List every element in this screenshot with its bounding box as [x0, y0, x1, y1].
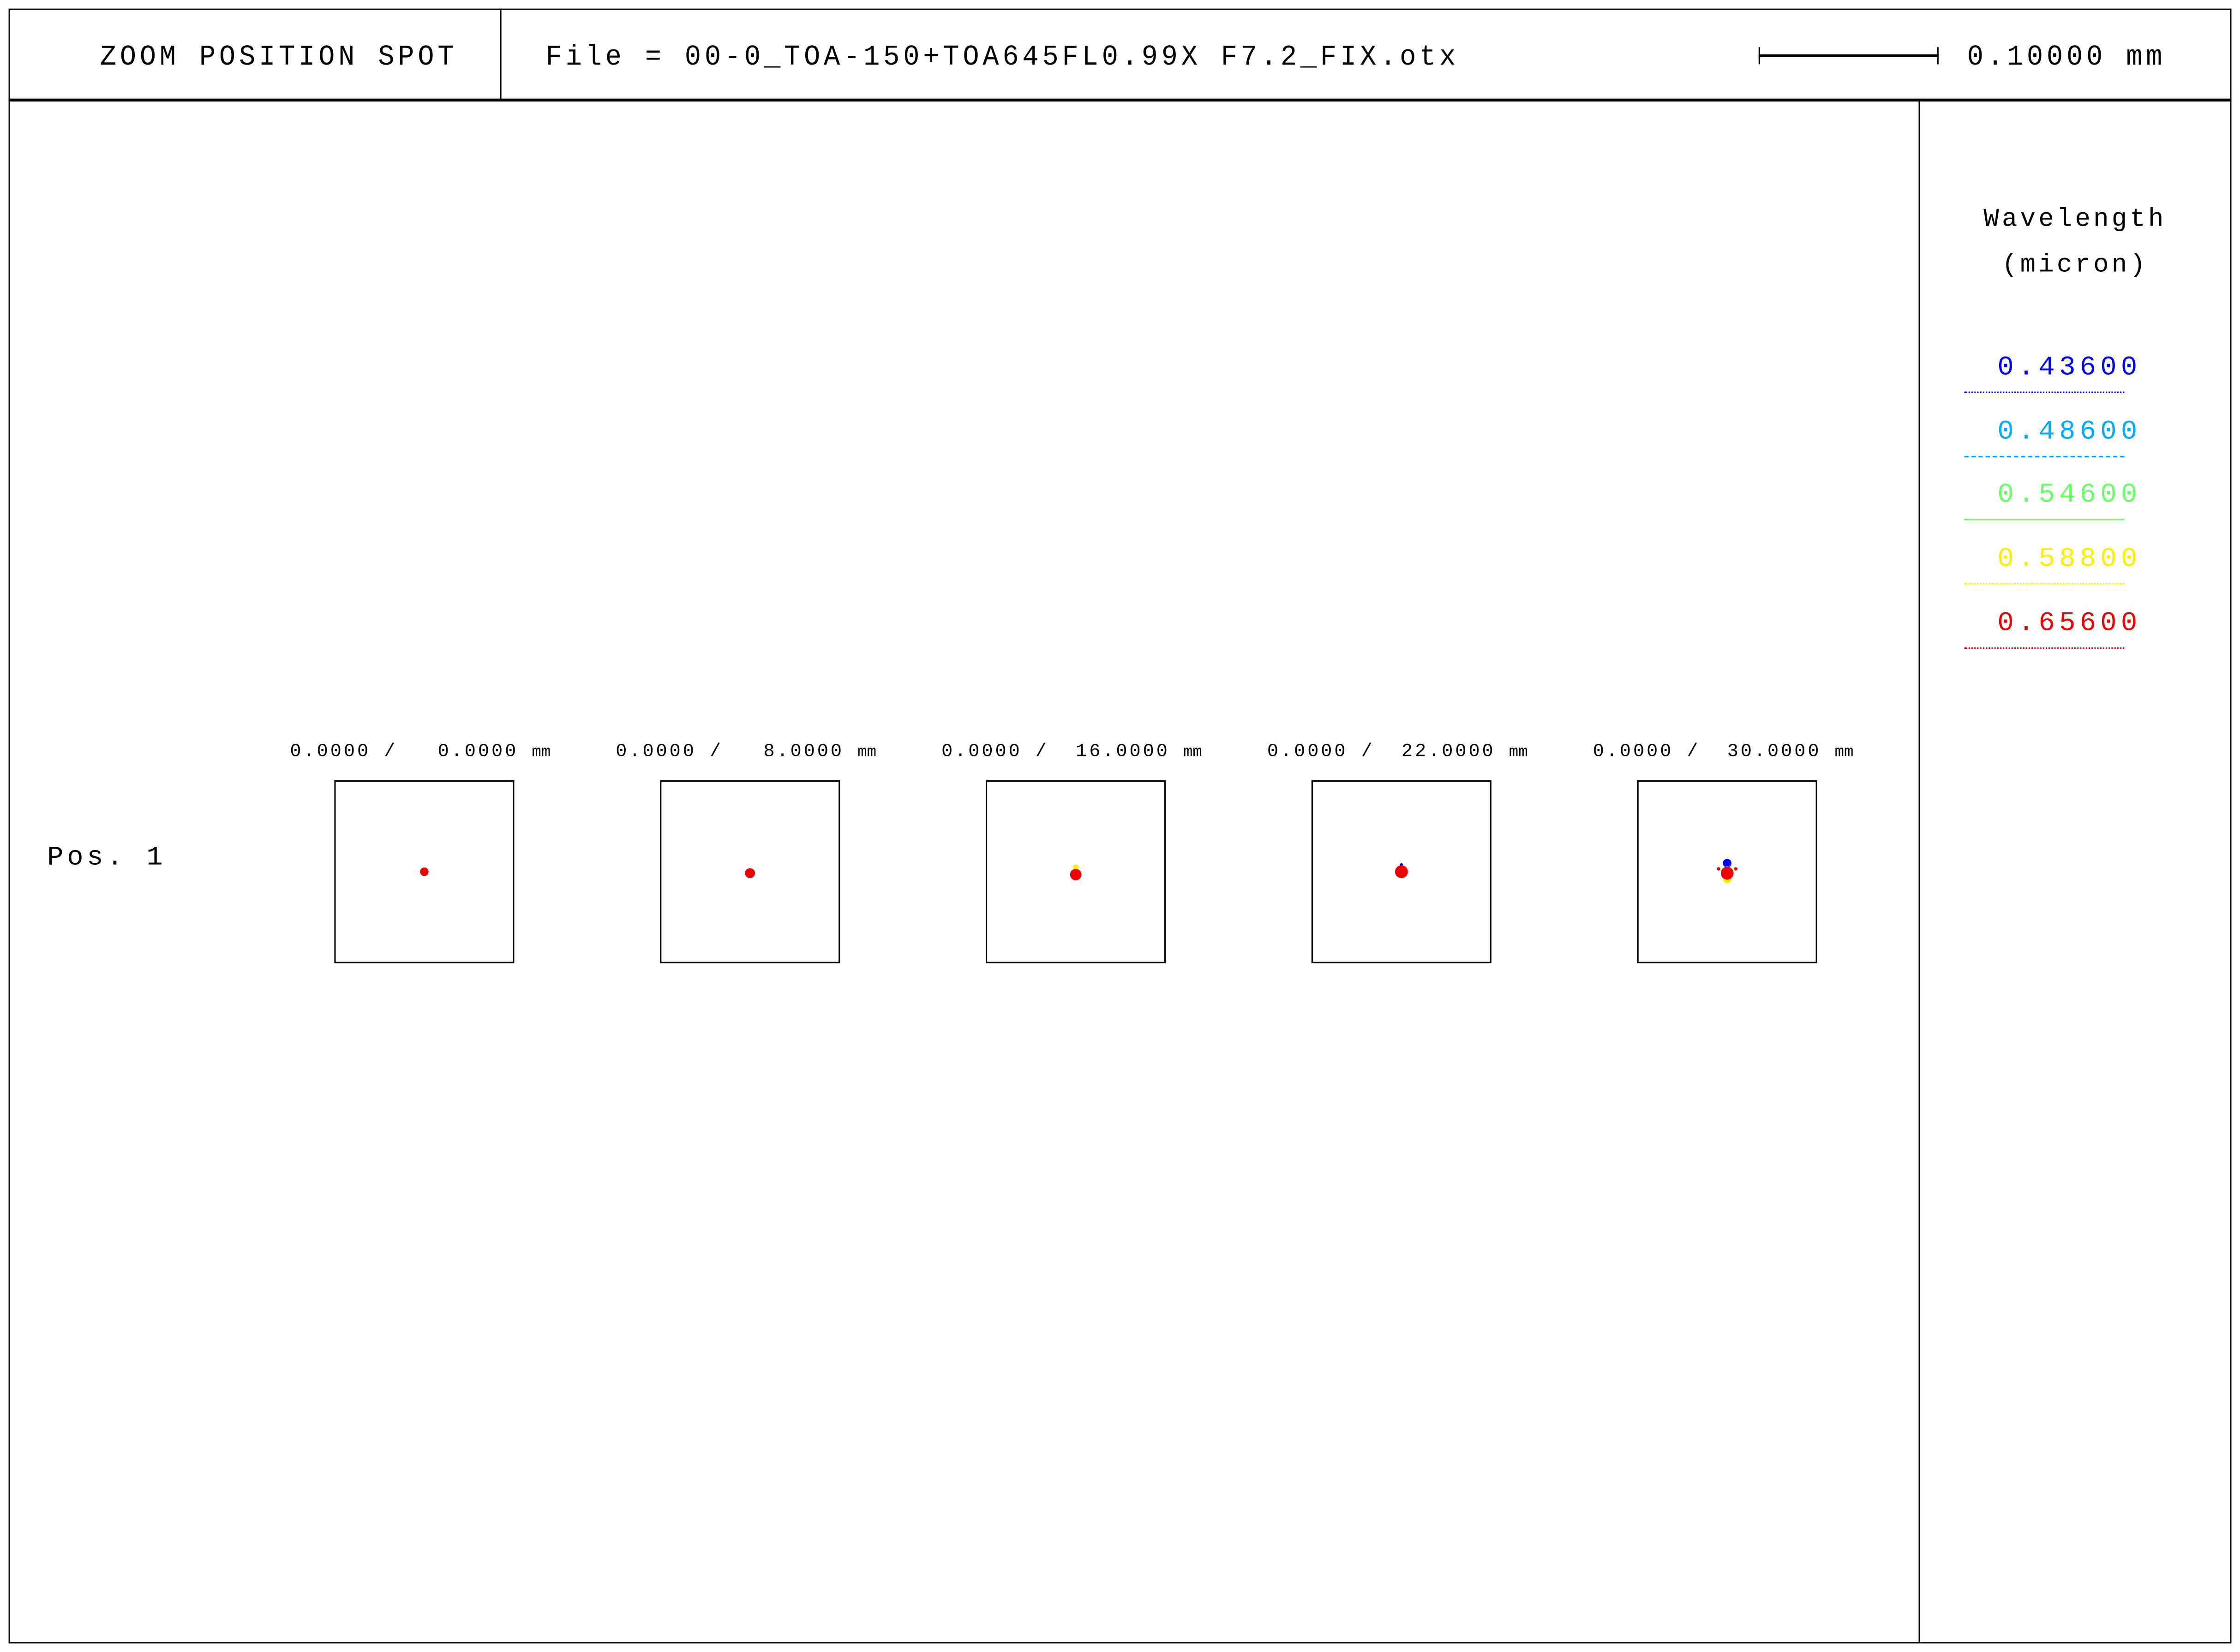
spot-box	[1311, 780, 1491, 964]
legend-line-swatch	[1964, 583, 2125, 585]
legend-item-label: 0.58800	[1997, 543, 2142, 575]
spot-plot	[1717, 859, 1737, 883]
header-divider	[8, 98, 2232, 101]
field-label: 0.0000 / 22.0000 mm	[1267, 740, 1528, 761]
field-value: 0.0000 / 8.0000	[616, 740, 844, 762]
spot-point	[1400, 863, 1403, 866]
legend-item-label: 0.48600	[1997, 415, 2142, 447]
spot-point	[420, 867, 429, 876]
title-divider	[500, 8, 502, 100]
field-unit: mm	[857, 744, 877, 762]
field-label: 0.0000 / 16.0000 mm	[941, 740, 1202, 761]
spot-box	[660, 780, 840, 964]
legend-subtitle: (micron)	[2001, 251, 2149, 280]
legend-line-swatch	[1964, 647, 2125, 649]
field-unit: mm	[1183, 744, 1202, 762]
legend-item-label: 0.54600	[1997, 479, 2142, 511]
field-label: 0.0000 / 0.0000 mm	[290, 740, 551, 761]
spot-point	[1734, 867, 1737, 871]
spot-point	[1723, 859, 1731, 868]
scale-bar	[1758, 47, 1939, 65]
spot-point	[1072, 864, 1079, 871]
outer-frame	[8, 8, 2232, 1644]
spot-point	[1395, 865, 1408, 879]
spot-box	[334, 780, 515, 964]
scale-label: 0.10000 mm	[1967, 41, 2166, 74]
field-label: 0.0000 / 8.0000 mm	[616, 740, 876, 761]
legend-line-swatch	[1964, 455, 2125, 457]
field-value: 0.0000 / 0.0000	[290, 740, 519, 762]
legend-line-swatch	[1964, 519, 2125, 521]
spot-point	[745, 868, 755, 879]
field-value: 0.0000 / 22.0000	[1267, 740, 1496, 762]
field-value: 0.0000 / 16.0000	[941, 740, 1170, 762]
spot-box	[1637, 780, 1817, 964]
field-value: 0.0000 / 30.0000	[1593, 740, 1821, 762]
field-unit: mm	[1834, 744, 1854, 762]
legend-item-label: 0.65600	[1997, 607, 2142, 639]
file-name: File = 00-0_TOA-150+TOA645FL0.99X F7.2_F…	[545, 41, 1460, 74]
spot-point	[1070, 868, 1082, 880]
spot-plot	[745, 868, 755, 879]
legend-item-label: 0.43600	[1997, 351, 2142, 383]
spot-plot	[1070, 864, 1082, 880]
row-label: Pos. 1	[47, 842, 167, 874]
spot-box	[986, 780, 1166, 964]
spot-point	[1717, 867, 1720, 871]
legend-line-swatch	[1964, 391, 2125, 393]
field-label: 0.0000 / 30.0000 mm	[1593, 740, 1854, 761]
spot-plot	[1395, 863, 1408, 879]
field-unit: mm	[1509, 744, 1528, 762]
field-unit: mm	[532, 744, 551, 762]
plot-title: ZOOM POSITION SPOT	[100, 41, 458, 74]
spot-point	[1720, 867, 1734, 880]
legend-divider	[1918, 100, 1920, 1644]
legend-title: Wavelength	[1983, 205, 2167, 234]
spot-plot	[420, 867, 429, 876]
